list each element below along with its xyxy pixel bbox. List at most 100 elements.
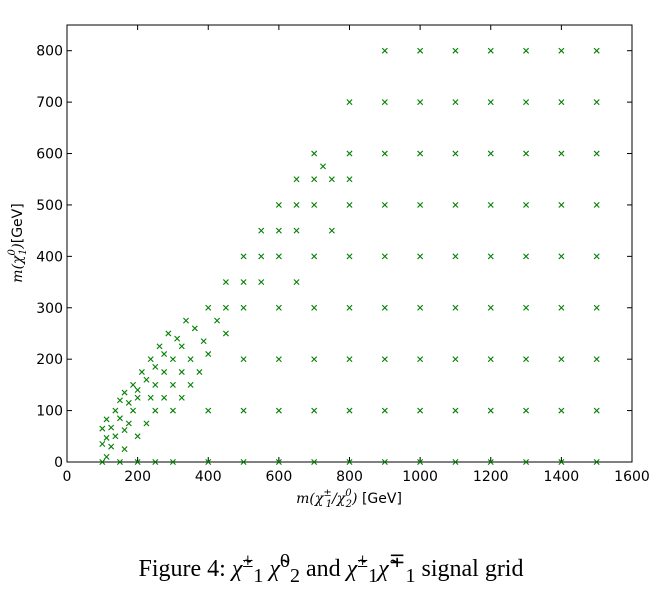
data-point-marker bbox=[152, 407, 159, 414]
data-point-marker bbox=[417, 356, 424, 363]
data-point-marker bbox=[593, 150, 600, 157]
data-point-marker bbox=[452, 356, 459, 363]
data-point-marker bbox=[205, 304, 212, 311]
data-point-marker bbox=[121, 427, 128, 434]
data-point-marker bbox=[523, 304, 530, 311]
data-point-marker bbox=[99, 441, 106, 447]
data-point-marker bbox=[452, 47, 459, 54]
data-point-marker bbox=[161, 369, 168, 376]
data-point-marker bbox=[275, 356, 282, 363]
data-point-marker bbox=[143, 420, 150, 427]
data-point-marker bbox=[108, 424, 115, 431]
plot-area bbox=[66, 24, 633, 463]
data-point-marker bbox=[311, 150, 318, 157]
data-point-marker bbox=[328, 227, 335, 234]
data-point-marker bbox=[103, 453, 110, 460]
data-point-marker bbox=[134, 394, 141, 401]
data-point-marker bbox=[130, 407, 137, 414]
data-point-marker bbox=[452, 201, 459, 208]
data-point-marker bbox=[275, 227, 282, 234]
data-point-marker bbox=[593, 201, 600, 208]
data-point-marker bbox=[178, 394, 185, 401]
data-point-marker bbox=[381, 356, 388, 363]
data-point-marker bbox=[417, 407, 424, 414]
data-point-marker bbox=[381, 407, 388, 414]
y-tick-label: 100 bbox=[36, 404, 63, 420]
data-point-marker bbox=[558, 304, 565, 311]
data-point-marker bbox=[205, 351, 212, 358]
data-point-marker bbox=[346, 253, 353, 260]
data-point-marker bbox=[346, 407, 353, 414]
data-point-marker bbox=[258, 279, 265, 286]
data-point-marker bbox=[487, 150, 494, 157]
data-point-marker bbox=[311, 407, 318, 414]
x-tick-label: 800 bbox=[336, 469, 363, 485]
data-point-marker bbox=[381, 150, 388, 157]
data-point-marker bbox=[487, 47, 494, 54]
data-point-marker bbox=[196, 369, 203, 376]
data-point-marker bbox=[138, 369, 145, 376]
data-point-marker bbox=[523, 356, 530, 363]
data-point-marker bbox=[240, 459, 247, 465]
data-point-marker bbox=[487, 99, 494, 106]
scatter-chart: 0 200 400 600 800 1000 1200 1400 1600 0 100 200 300 4… bbox=[7, 24, 650, 510]
data-point-marker bbox=[214, 317, 221, 324]
data-point-marker bbox=[417, 253, 424, 260]
data-point-marker bbox=[523, 407, 530, 414]
data-point-marker bbox=[134, 433, 141, 440]
data-point-marker bbox=[417, 459, 424, 465]
data-point-marker bbox=[275, 407, 282, 414]
data-point-marker bbox=[125, 420, 132, 427]
data-point-marker bbox=[293, 201, 300, 208]
data-point-marker bbox=[487, 253, 494, 260]
data-point-marker bbox=[134, 459, 141, 465]
data-point-marker bbox=[112, 433, 119, 440]
data-point-marker bbox=[593, 304, 600, 311]
data-point-marker bbox=[593, 253, 600, 260]
data-point-marker bbox=[593, 47, 600, 54]
y-tick-label: 500 bbox=[36, 198, 63, 214]
data-point-marker bbox=[161, 351, 168, 358]
data-point-marker bbox=[258, 227, 265, 234]
data-point-marker bbox=[311, 356, 318, 363]
data-point-marker bbox=[99, 459, 106, 465]
data-point-marker bbox=[320, 163, 327, 170]
data-point-marker bbox=[293, 227, 300, 234]
data-point-marker bbox=[487, 201, 494, 208]
data-point-marker bbox=[103, 434, 110, 441]
data-point-marker bbox=[558, 356, 565, 363]
data-point-marker bbox=[275, 459, 282, 465]
data-point-marker bbox=[116, 397, 123, 404]
x-axis-label: m(χ± 1/χ0 2) [GeV] bbox=[296, 488, 402, 510]
data-point-marker bbox=[121, 389, 128, 396]
data-point-marker bbox=[346, 304, 353, 311]
data-point-marker bbox=[205, 407, 212, 414]
data-point-marker bbox=[346, 201, 353, 208]
y-tick-label: 600 bbox=[36, 147, 63, 163]
data-point-marker bbox=[311, 176, 318, 183]
data-point-marker bbox=[222, 279, 229, 286]
y-tick-label: 0 bbox=[54, 455, 63, 471]
data-point-marker bbox=[293, 176, 300, 183]
tick-labels: 0 200 400 600 800 1000 1200 1400 1600 0 100 200 300 4… bbox=[36, 44, 650, 485]
data-point-marker bbox=[156, 343, 163, 350]
data-point-marker bbox=[558, 201, 565, 208]
data-point-marker bbox=[152, 459, 159, 465]
data-point-marker bbox=[523, 99, 530, 106]
data-point-marker bbox=[346, 150, 353, 157]
data-point-marker bbox=[311, 459, 318, 465]
data-point-marker bbox=[275, 304, 282, 311]
data-point-marker bbox=[169, 381, 176, 388]
y-axis-label: m(χ01)[GeV] bbox=[7, 203, 29, 282]
x-tick-label: 600 bbox=[266, 469, 293, 485]
data-point-marker bbox=[381, 99, 388, 106]
data-point-marker bbox=[417, 99, 424, 106]
data-point-marker bbox=[258, 253, 265, 260]
data-point-marker bbox=[99, 425, 106, 432]
data-point-marker bbox=[147, 394, 154, 401]
data-point-marker bbox=[381, 253, 388, 260]
data-point-marker bbox=[161, 394, 168, 401]
data-point-marker bbox=[523, 47, 530, 54]
data-point-marker bbox=[523, 150, 530, 157]
data-point-marker bbox=[240, 253, 247, 260]
